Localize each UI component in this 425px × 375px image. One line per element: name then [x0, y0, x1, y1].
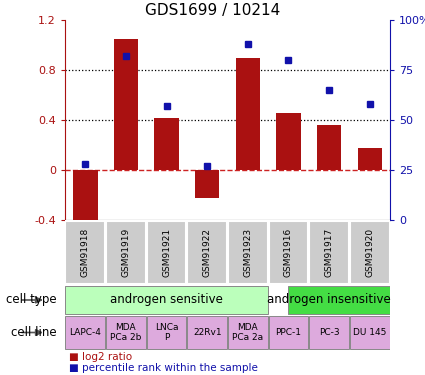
Bar: [73, 170, 97, 226]
Text: GSM91919: GSM91919: [122, 228, 130, 277]
Text: GDS1699 / 10214: GDS1699 / 10214: [145, 3, 280, 18]
Bar: [65, 316, 105, 349]
Bar: [65, 220, 105, 284]
Text: cell type: cell type: [6, 294, 57, 306]
Bar: [65, 286, 268, 314]
Bar: [350, 220, 390, 284]
Bar: [357, 147, 382, 170]
Text: DU 145: DU 145: [353, 328, 386, 337]
Text: PPC-1: PPC-1: [275, 328, 301, 337]
Text: 22Rv1: 22Rv1: [193, 328, 221, 337]
Text: MDA
PCa 2a: MDA PCa 2a: [232, 323, 264, 342]
Bar: [147, 316, 187, 349]
Bar: [288, 286, 410, 314]
Text: GSM91922: GSM91922: [203, 228, 212, 277]
Text: MDA
PCa 2b: MDA PCa 2b: [110, 323, 142, 342]
Text: GSM91920: GSM91920: [365, 228, 374, 277]
Bar: [269, 220, 309, 284]
Text: PC-3: PC-3: [319, 328, 340, 337]
Text: GSM91917: GSM91917: [325, 228, 334, 277]
Text: androgen insensitive: androgen insensitive: [267, 294, 391, 306]
Bar: [106, 316, 146, 349]
Bar: [235, 57, 260, 170]
Text: ■ log2 ratio: ■ log2 ratio: [69, 352, 132, 362]
Bar: [195, 170, 219, 198]
Bar: [228, 220, 268, 284]
Bar: [114, 39, 138, 170]
Text: GSM91918: GSM91918: [81, 228, 90, 277]
Bar: [187, 220, 227, 284]
Bar: [269, 316, 309, 349]
Text: ■ percentile rank within the sample: ■ percentile rank within the sample: [69, 363, 258, 373]
Bar: [106, 220, 146, 284]
Text: GSM91916: GSM91916: [284, 228, 293, 277]
Text: GSM91923: GSM91923: [243, 228, 252, 277]
Bar: [187, 316, 227, 349]
Text: cell line: cell line: [11, 326, 57, 339]
Bar: [309, 220, 349, 284]
Bar: [317, 125, 341, 170]
Bar: [154, 117, 179, 170]
Text: LAPC-4: LAPC-4: [69, 328, 101, 337]
Text: GSM91921: GSM91921: [162, 228, 171, 277]
Text: LNCa
P: LNCa P: [155, 323, 178, 342]
Bar: [228, 316, 268, 349]
Bar: [276, 112, 300, 170]
Text: androgen sensitive: androgen sensitive: [110, 294, 223, 306]
Bar: [350, 316, 390, 349]
Bar: [147, 220, 187, 284]
Bar: [309, 316, 349, 349]
